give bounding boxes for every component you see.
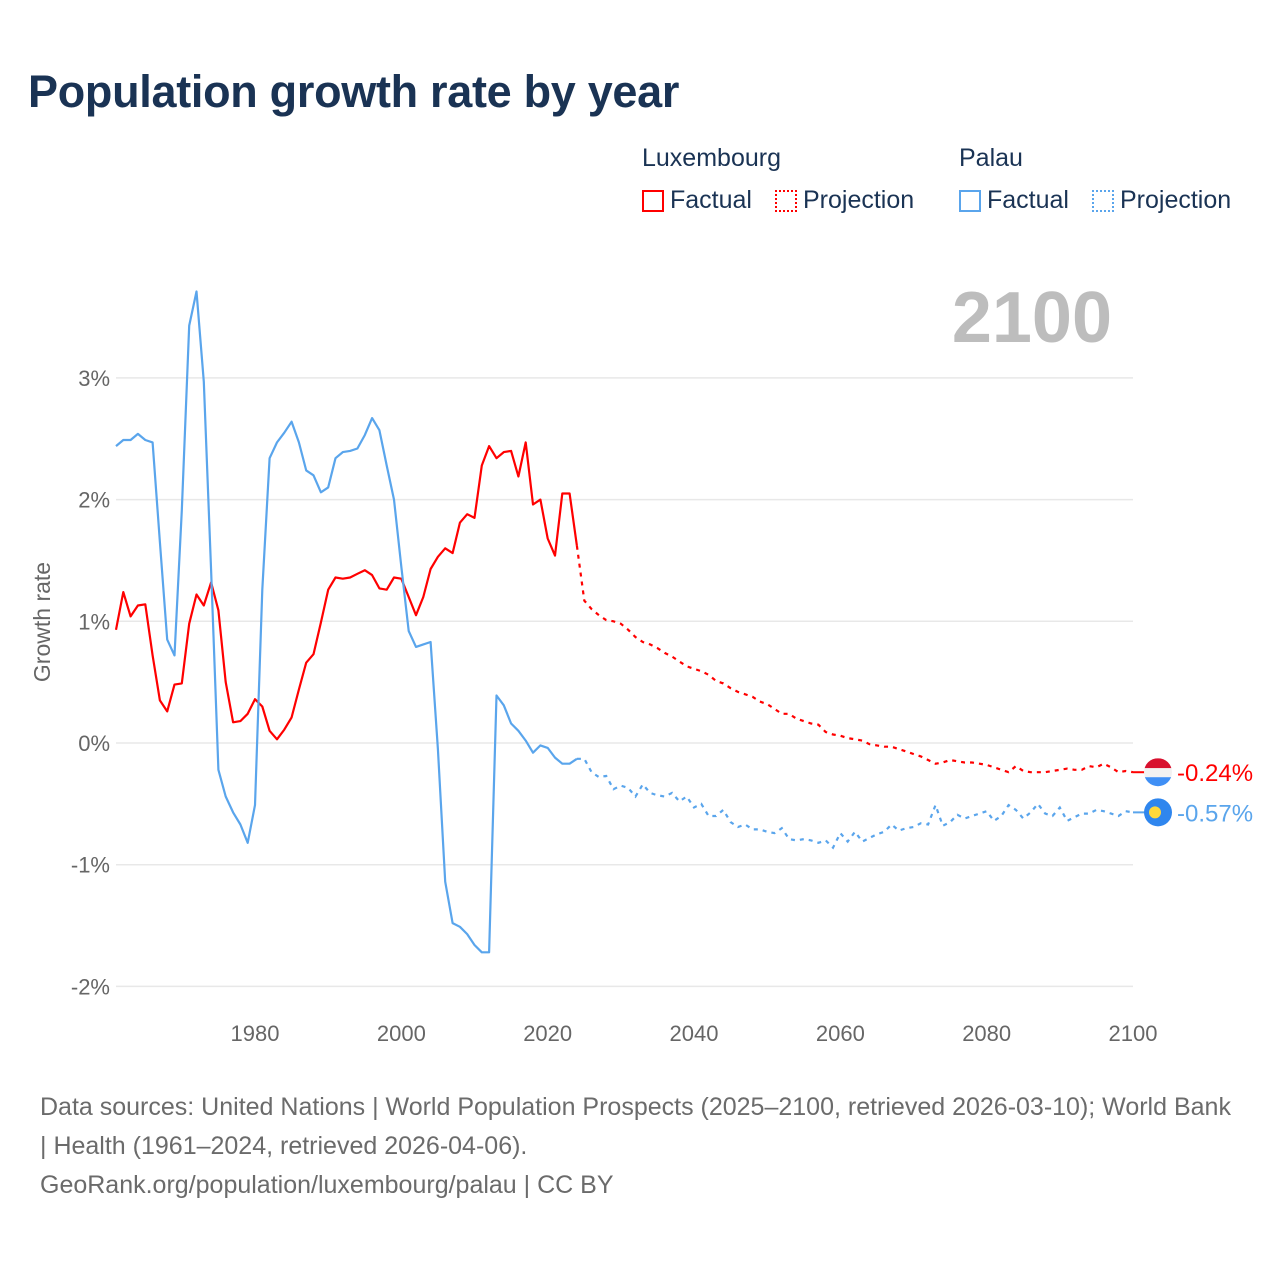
line-chart: 3% 2% 1% 0% -1% -2% 1980 2000 2020 2040 2060 2080 21… xyxy=(29,278,1253,1046)
legend-palau-factual[interactable]: Factual xyxy=(959,186,1069,215)
legend-luxembourg-factual[interactable]: Factual xyxy=(642,186,752,215)
legend-label: Factual xyxy=(987,186,1069,214)
legend-palau-projection[interactable]: Projection xyxy=(1092,186,1231,215)
luxembourg-factual-line xyxy=(114,441,578,741)
legend-swatch-dotted-icon xyxy=(1092,189,1114,212)
flag-moon xyxy=(1149,806,1161,819)
credit-link[interactable]: GeoRank.org/population/luxembourg/palau … xyxy=(40,1171,614,1199)
legend-label: Projection xyxy=(1120,186,1232,214)
legend-label: Factual xyxy=(670,186,752,214)
x-tick-label: 2080 xyxy=(962,1021,1011,1046)
legend-group-palau: Palau xyxy=(959,144,1023,172)
luxembourg-end-label: -0.24% xyxy=(1177,760,1253,787)
x-tick-label: 2100 xyxy=(1109,1021,1158,1046)
year-label: 2100 xyxy=(952,278,1112,358)
flag-stripe-red xyxy=(1144,758,1172,769)
palau-projection-line xyxy=(576,757,1134,850)
legend-swatch-solid-icon xyxy=(642,189,664,212)
legend-group-luxembourg: Luxembourg xyxy=(642,144,781,172)
palau-flag-icon xyxy=(1144,798,1172,827)
legend-luxembourg-projection[interactable]: Projection xyxy=(775,186,914,215)
y-tick-label: -1% xyxy=(71,853,110,878)
x-tick-label: 2020 xyxy=(523,1021,572,1046)
luxembourg-projection-line xyxy=(575,545,1134,774)
y-axis-label: Growth rate xyxy=(29,562,55,682)
palau-end-label: -0.57% xyxy=(1177,800,1253,827)
flag-stripe-blue xyxy=(1144,777,1172,787)
x-tick-label: 2060 xyxy=(816,1021,865,1046)
x-tick-label: 1980 xyxy=(231,1021,280,1046)
luxembourg-flag-icon xyxy=(1144,758,1172,787)
y-tick-label: 1% xyxy=(78,609,110,634)
x-tick-label: 2000 xyxy=(377,1021,426,1046)
y-tick-label: -2% xyxy=(71,974,110,999)
flag-stripe-white xyxy=(1144,768,1172,778)
footer: Data sources: United Nations | World Pop… xyxy=(40,1088,1240,1205)
legend-label: Projection xyxy=(803,186,915,214)
chart-title: Population growth rate by year xyxy=(28,66,680,117)
palau-factual-line xyxy=(115,290,578,954)
legend-swatch-solid-icon xyxy=(959,189,981,212)
legend-swatch-dotted-icon xyxy=(775,189,797,212)
y-tick-label: 3% xyxy=(78,366,110,391)
data-sources: Data sources: United Nations | World Pop… xyxy=(40,1093,1231,1160)
x-tick-label: 2040 xyxy=(670,1021,719,1046)
y-tick-label: 0% xyxy=(78,731,110,756)
y-tick-label: 2% xyxy=(78,488,110,513)
